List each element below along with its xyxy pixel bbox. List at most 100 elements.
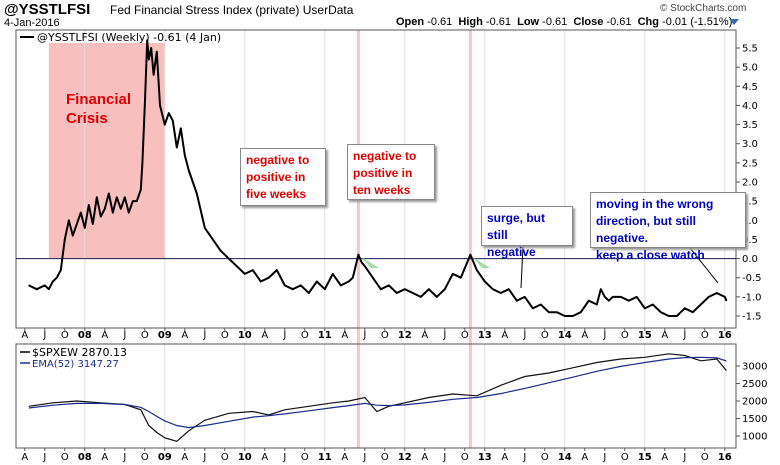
stlfsi-point	[108, 192, 110, 195]
stlfsi-point	[104, 208, 106, 210]
x-tick-label: O	[621, 452, 629, 463]
stlfsi-point	[420, 296, 422, 298]
y-tick-label: 2000	[742, 397, 767, 408]
stlfsi-point	[532, 307, 534, 309]
x-tick-label: 08	[78, 452, 92, 463]
x-tick-label: 10	[238, 330, 252, 341]
ticker-symbol: @YSSTLFSI	[4, 1, 91, 18]
stlfsi-point	[348, 280, 350, 283]
x-tick-label: 14	[558, 452, 572, 463]
stlfsi-point	[268, 277, 270, 279]
green-marker-1	[360, 256, 380, 269]
stlfsi-point	[388, 284, 390, 286]
x-tick-label: A	[501, 330, 508, 341]
x-tick-label: A	[421, 330, 428, 341]
stlfsi-point	[564, 315, 566, 317]
x-tick-label: 12	[398, 330, 412, 341]
x-tick-label: O	[541, 330, 549, 341]
watermark: © StockCharts.com	[660, 3, 747, 14]
stlfsi-point	[92, 223, 94, 225]
stlfsi-point	[668, 315, 670, 317]
stlfsi-point	[112, 212, 114, 214]
y-tick-label: -0.5	[742, 273, 762, 284]
stlfsi-point	[184, 154, 186, 156]
dropdown-arrow-icon[interactable]	[729, 19, 739, 25]
legend-spxew: $SPXEW 2870.13	[32, 346, 127, 359]
stlfsi-point	[136, 200, 138, 202]
stlfsi-point	[120, 208, 122, 210]
x-tick-label: O	[461, 330, 469, 341]
x-tick-label: O	[621, 330, 629, 341]
stlfsi-point	[725, 300, 728, 302]
stlfsi-point	[80, 212, 82, 214]
stlfsi-point	[540, 303, 542, 306]
stlfsi-point	[676, 315, 678, 317]
legend-stlfsi: @YSSTLFSI (Weekly) -0.61 (4 Jan)	[37, 31, 221, 44]
stlfsi-point	[516, 300, 518, 302]
x-tick-label: A	[661, 330, 668, 341]
x-tick-label: A	[341, 452, 348, 463]
x-tick-label: 11	[318, 452, 332, 463]
stlfsi-point	[132, 200, 134, 202]
stlfsi-point	[524, 296, 526, 298]
stlfsi-point	[548, 311, 550, 313]
event-line-1	[356, 30, 360, 448]
stlfsi-point	[404, 288, 406, 290]
stlfsi-point	[204, 227, 206, 229]
x-tick-label: 14	[558, 330, 572, 341]
stlfsi-point	[716, 292, 718, 294]
x-tick-label: O	[141, 330, 149, 341]
stlfsi-point	[260, 280, 262, 283]
stlfsi-point	[361, 261, 363, 263]
x-tick-label: J	[682, 452, 686, 463]
x-tick-label: 09	[158, 452, 172, 463]
x-tick-label: 16	[718, 330, 732, 341]
stlfsi-point	[56, 277, 58, 279]
annotation-pointer	[689, 247, 719, 284]
y-tick-label: 1.0	[742, 216, 758, 227]
stlfsi-point	[68, 219, 70, 221]
stlfsi-point	[469, 254, 471, 256]
stlfsi-point	[500, 292, 502, 294]
x-tick-label: A	[101, 330, 108, 341]
x-tick-label: 15	[638, 452, 652, 463]
stlfsi-point	[146, 39, 148, 41]
y-tick-label: 2.0	[742, 178, 758, 189]
y-tick-label: 2.5	[742, 158, 758, 169]
stlfsi-point	[236, 265, 238, 267]
stlfsi-point	[620, 296, 622, 298]
stlfsi-point	[444, 288, 446, 290]
stlfsi-point	[436, 296, 438, 298]
y-tick-label: 1.5	[742, 197, 758, 208]
x-tick-label: O	[701, 452, 709, 463]
x-tick-label: 08	[78, 330, 92, 341]
stlfsi-point	[556, 311, 558, 313]
stlfsi-point	[352, 277, 354, 279]
ema52-series-line	[28, 356, 727, 429]
stlfsi-point	[604, 296, 606, 298]
stlfsi-point	[452, 273, 454, 275]
x-tick-label: J	[282, 452, 286, 463]
x-tick-label: J	[42, 330, 46, 341]
stlfsi-point	[708, 296, 710, 298]
stlfsi-point	[380, 288, 382, 290]
x-tick-label: A	[21, 330, 28, 341]
x-tick-label: A	[101, 452, 108, 463]
x-tick-label: J	[522, 330, 526, 341]
stlfsi-point	[52, 280, 54, 283]
stlfsi-point	[124, 196, 126, 198]
stlfsi-series-line	[28, 39, 728, 317]
event-line-2	[468, 30, 472, 448]
x-tick-label: O	[61, 330, 69, 341]
stlfsi-point	[60, 269, 62, 271]
y-tick-label: 3000	[742, 362, 767, 373]
y-tick-label: 4.0	[742, 101, 758, 112]
x-tick-label: A	[341, 330, 348, 341]
stlfsi-point	[308, 292, 310, 294]
annotation-surge: surge, but still negative	[481, 206, 573, 259]
stlfsi-point	[473, 261, 475, 263]
stlfsi-point	[276, 269, 278, 271]
stlfsi-point	[628, 300, 630, 302]
annotation-pointer	[520, 245, 524, 289]
